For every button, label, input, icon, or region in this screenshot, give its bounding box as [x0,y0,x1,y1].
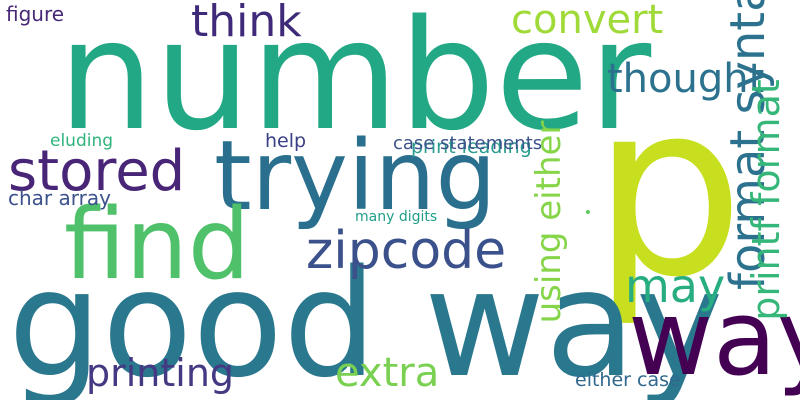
word-good-way: good way [8,238,724,400]
word-stored: stored [8,139,186,204]
word-printf-format: many digits [355,209,438,225]
word-zipcode: zipcode [306,221,507,281]
word-convert: convert [511,0,664,43]
word-find: find [64,188,251,302]
word-eluding: printf format [744,79,788,321]
word-help: using either [529,120,569,324]
word-extra: extra [335,350,440,396]
word-trying: trying [214,120,497,232]
word-p: p [592,50,745,330]
word-figure: may [625,259,726,313]
word-format-syntax: • [581,207,597,217]
word-number: number [58,0,652,164]
word-many-digits: help [265,130,307,152]
word-char-array: eluding [50,131,114,151]
word-either-case: print leading [411,136,532,158]
word-using-either: either case [575,369,681,391]
word-bullet: case statements [393,133,543,154]
word-case-statements: char array [8,186,111,210]
word-printing: printing [86,351,235,395]
word-think: think [191,0,302,47]
word-may: thought [607,56,765,102]
word-way: way [628,277,800,399]
word-print-leading: figure [6,2,65,26]
